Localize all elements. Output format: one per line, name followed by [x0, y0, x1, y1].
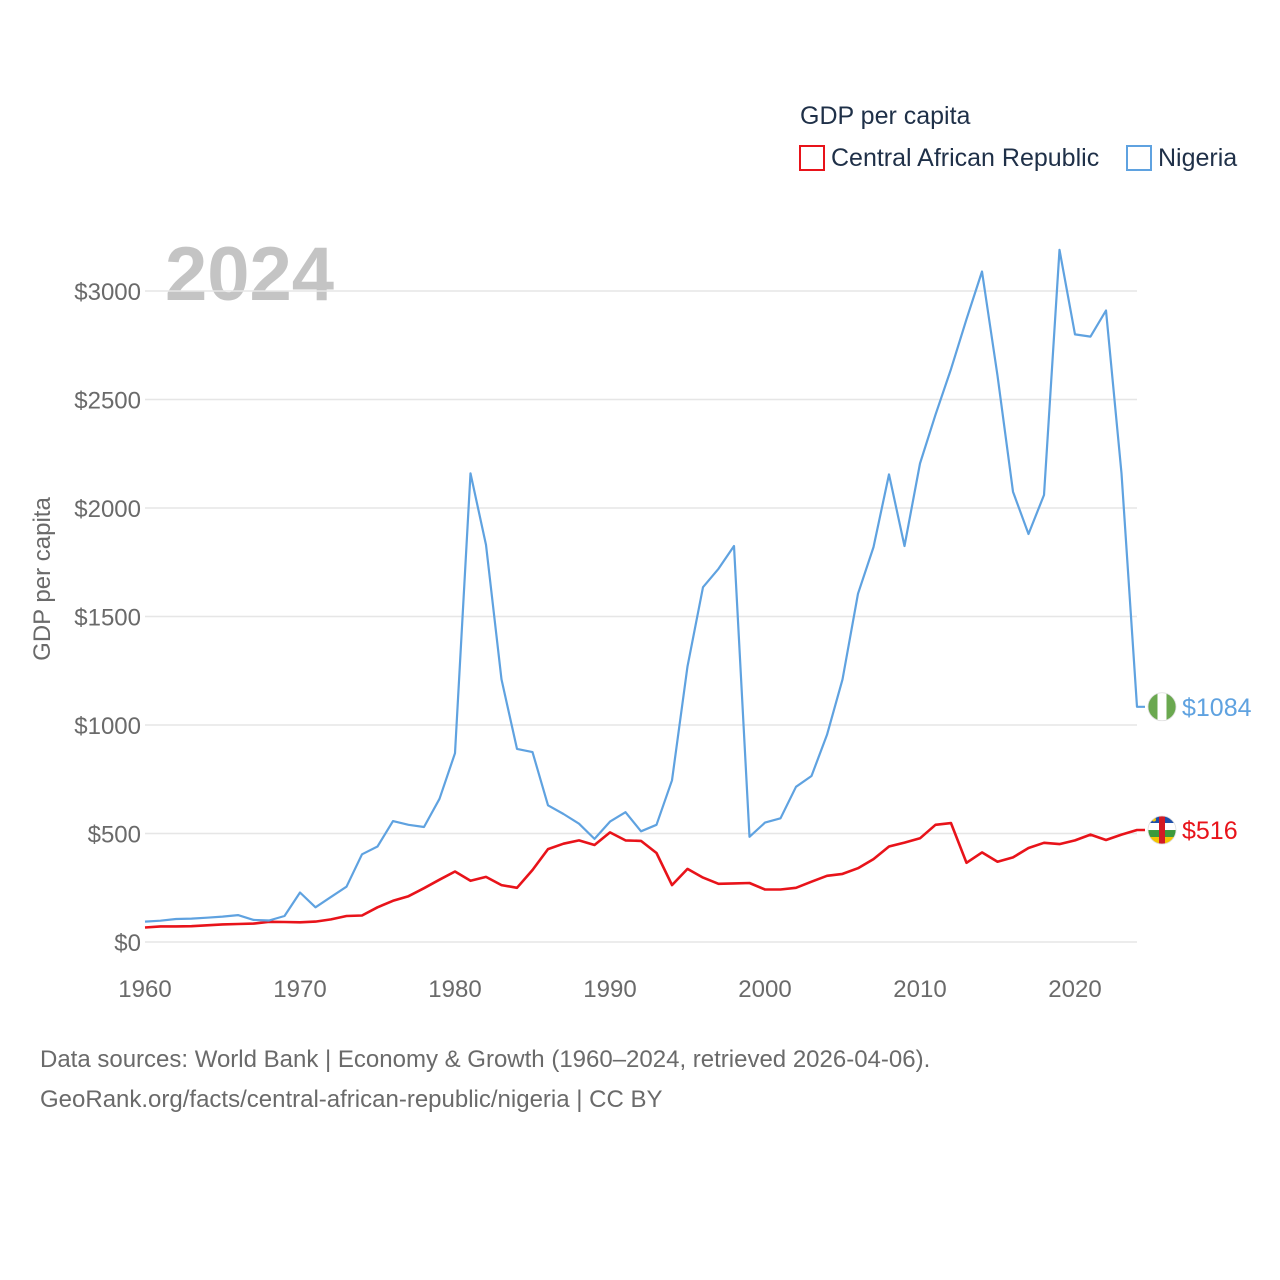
y-tick-label-2000: $2000: [74, 496, 141, 523]
y-axis-title: GDP per capita: [29, 497, 56, 661]
source-note: Data sources: World Bank | Economy & Gro…: [40, 1040, 930, 1120]
legend-entry-nigeria[interactable]: Nigeria: [1126, 144, 1237, 172]
series-lines: [144, 248, 1145, 929]
x-tick-label-2000: 2000: [738, 976, 791, 1003]
legend-swatch-car: [799, 145, 825, 171]
legend-entry-central-african-republic[interactable]: Central African Republic: [799, 144, 1099, 172]
series-line-nigeria: [144, 248, 1145, 923]
series-line-central-african-republic: [144, 821, 1145, 929]
gridlines: [145, 290, 1137, 943]
y-tick-label-3000: $3000: [74, 279, 141, 306]
x-tick-label-1980: 1980: [428, 976, 481, 1003]
year-label: 2024: [165, 232, 334, 317]
flag-central-african-republic-icon: [1147, 815, 1177, 845]
x-axis-ticks: 1960 1970 1980 1990 2000 2010 2020: [118, 976, 1101, 1003]
x-tick-label-1990: 1990: [583, 976, 636, 1003]
source-line-1: Data sources: World Bank | Economy & Gro…: [40, 1046, 931, 1073]
legend-label-nigeria: Nigeria: [1158, 144, 1237, 172]
series-end-markers: $516 $1084: [1147, 692, 1252, 845]
flag-nigeria-icon: [1147, 692, 1177, 722]
x-tick-label-2020: 2020: [1048, 976, 1101, 1003]
x-tick-label-2010: 2010: [893, 976, 946, 1003]
y-tick-label-2500: $2500: [74, 388, 141, 415]
legend-swatch-nigeria: [1126, 145, 1152, 171]
y-tick-label-500: $500: [88, 822, 141, 849]
x-tick-label-1970: 1970: [273, 976, 326, 1003]
y-tick-label-1000: $1000: [74, 713, 141, 740]
end-label-central-african-republic: $516: [1182, 817, 1238, 845]
y-tick-label-0: $0: [114, 930, 141, 957]
source-line-2: GeoRank.org/facts/central-african-republ…: [40, 1086, 663, 1113]
y-axis-ticks: $0 $500 $1000 $1500 $2000 $2500 $3000: [74, 279, 141, 957]
end-label-nigeria: $1084: [1182, 694, 1252, 722]
legend-title: GDP per capita: [800, 102, 971, 130]
x-tick-label-1960: 1960: [118, 976, 171, 1003]
y-tick-label-1500: $1500: [74, 605, 141, 632]
legend-label-car: Central African Republic: [831, 144, 1099, 172]
